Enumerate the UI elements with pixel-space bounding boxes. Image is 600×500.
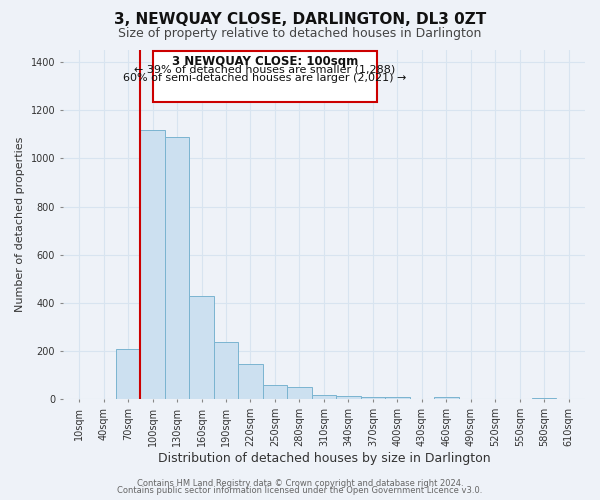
X-axis label: Distribution of detached houses by size in Darlington: Distribution of detached houses by size … — [158, 452, 490, 465]
Bar — [238, 364, 263, 400]
Bar — [214, 342, 238, 400]
Bar — [311, 394, 336, 400]
Bar — [287, 388, 311, 400]
Text: Contains public sector information licensed under the Open Government Licence v3: Contains public sector information licen… — [118, 486, 482, 495]
Bar — [116, 349, 140, 400]
Bar — [263, 385, 287, 400]
Bar — [165, 137, 189, 400]
Bar — [385, 397, 410, 400]
Text: ← 39% of detached houses are smaller (1,288): ← 39% of detached houses are smaller (1,… — [134, 64, 395, 74]
Text: Size of property relative to detached houses in Darlington: Size of property relative to detached ho… — [118, 28, 482, 40]
Bar — [361, 397, 385, 400]
Bar — [336, 396, 361, 400]
Y-axis label: Number of detached properties: Number of detached properties — [15, 137, 25, 312]
Text: 3, NEWQUAY CLOSE, DARLINGTON, DL3 0ZT: 3, NEWQUAY CLOSE, DARLINGTON, DL3 0ZT — [114, 12, 486, 28]
Text: 3 NEWQUAY CLOSE: 100sqm: 3 NEWQUAY CLOSE: 100sqm — [172, 55, 358, 68]
Bar — [532, 398, 556, 400]
FancyBboxPatch shape — [152, 51, 377, 102]
Bar — [140, 130, 165, 400]
Text: 60% of semi-detached houses are larger (2,021) →: 60% of semi-detached houses are larger (… — [123, 73, 406, 83]
Text: Contains HM Land Registry data © Crown copyright and database right 2024.: Contains HM Land Registry data © Crown c… — [137, 478, 463, 488]
Bar — [189, 296, 214, 400]
Bar — [434, 397, 458, 400]
